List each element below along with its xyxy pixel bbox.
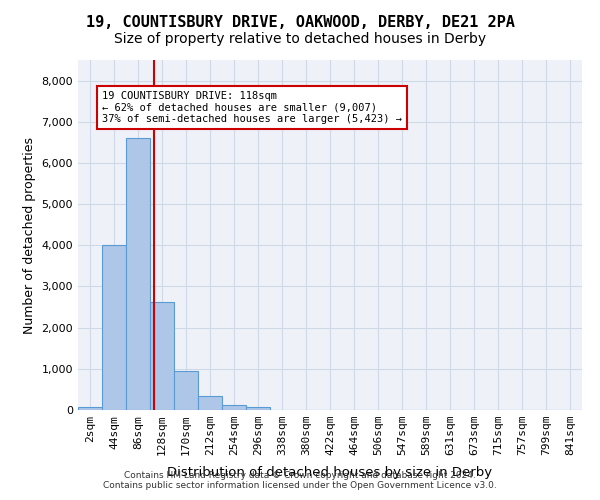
Text: Size of property relative to detached houses in Derby: Size of property relative to detached ho… — [114, 32, 486, 46]
Bar — [174, 371, 198, 410]
Bar — [102, 246, 126, 410]
X-axis label: Distribution of detached houses by size in Derby: Distribution of detached houses by size … — [167, 466, 493, 479]
Text: 19 COUNTISBURY DRIVE: 118sqm
← 62% of detached houses are smaller (9,007)
37% of: 19 COUNTISBURY DRIVE: 118sqm ← 62% of de… — [102, 91, 402, 124]
Text: Contains HM Land Registry data © Crown copyright and database right 2024.
Contai: Contains HM Land Registry data © Crown c… — [103, 470, 497, 490]
Bar — [246, 407, 270, 410]
Bar — [78, 407, 102, 410]
Text: 19, COUNTISBURY DRIVE, OAKWOOD, DERBY, DE21 2PA: 19, COUNTISBURY DRIVE, OAKWOOD, DERBY, D… — [86, 15, 514, 30]
Bar — [222, 406, 246, 410]
Bar — [126, 138, 150, 410]
Bar — [198, 396, 222, 410]
Bar — [150, 302, 174, 410]
Y-axis label: Number of detached properties: Number of detached properties — [23, 136, 36, 334]
